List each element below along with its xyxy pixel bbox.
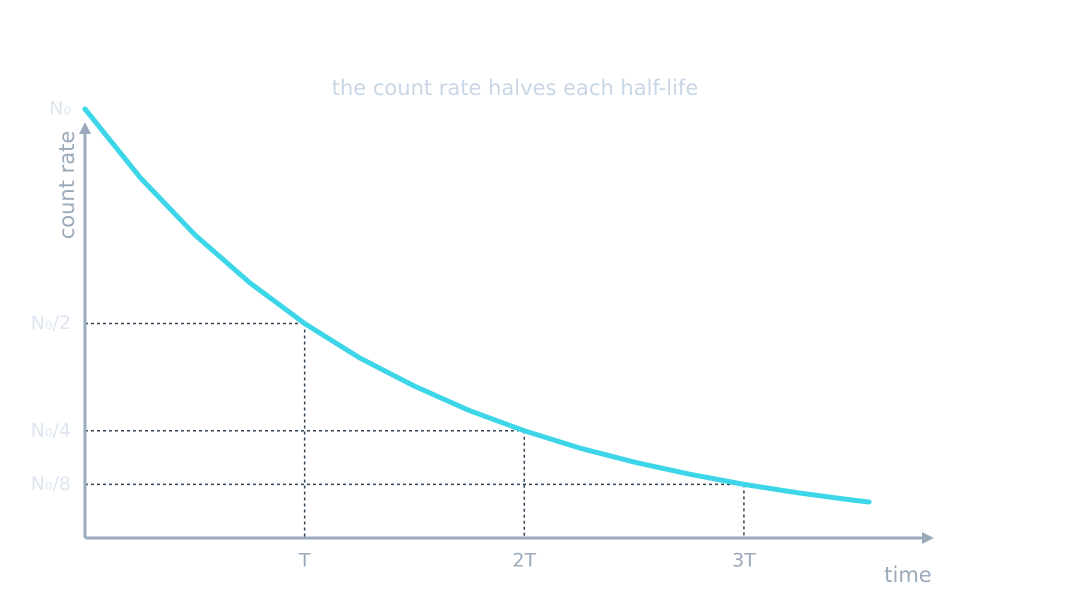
x-tick-label: 3T: [732, 550, 756, 572]
y-tick-label: N₀/4: [31, 419, 71, 441]
y-tick-label: N₀/2: [31, 312, 71, 334]
y-tick-label: N₀: [49, 98, 71, 120]
x-axis-label: time: [884, 563, 931, 587]
x-tick-label: 2T: [512, 550, 536, 572]
y-tick-label: N₀/8: [31, 473, 71, 495]
guides: [85, 322, 745, 538]
decay-curve: [82, 106, 872, 505]
x-tick-label: T: [298, 550, 311, 572]
y-axis-label: count rate: [55, 131, 79, 240]
chart-title: the count rate halves each half-life: [332, 76, 699, 100]
